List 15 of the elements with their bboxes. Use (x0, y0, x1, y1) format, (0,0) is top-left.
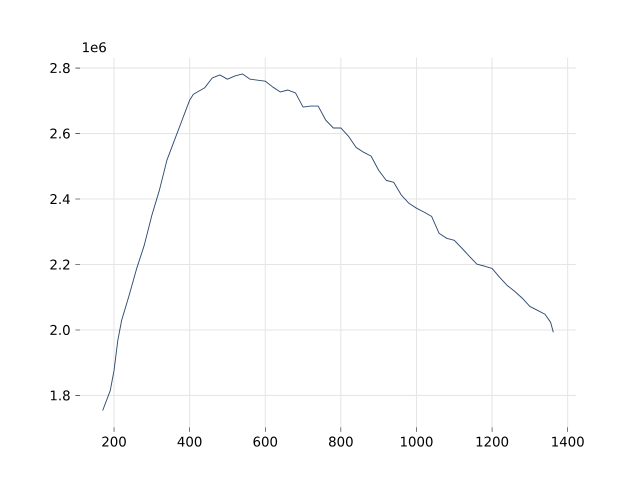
y-tick-label: 2.4 (50, 194, 70, 204)
x-tick-label: 1400 (552, 436, 584, 447)
text: 1e6 (83, 42, 106, 52)
y-tick-label: 2.0 (50, 324, 70, 336)
x-tick-label: 800 (329, 436, 353, 447)
line-series (102, 74, 554, 411)
x-tick-label: 600 (253, 436, 278, 447)
x-tick-label: 1000 (400, 436, 433, 447)
y-tick-label: 1.8 (50, 390, 70, 400)
x-tick-label: 1200 (476, 436, 508, 447)
y-tick-label: 2.6 (50, 128, 70, 139)
y-tick-label: 2.2 (50, 260, 70, 270)
y-tick-label: 2.8 (50, 63, 70, 74)
x-tick-label: 400 (178, 436, 202, 447)
x-tick-label: 200 (102, 436, 126, 447)
